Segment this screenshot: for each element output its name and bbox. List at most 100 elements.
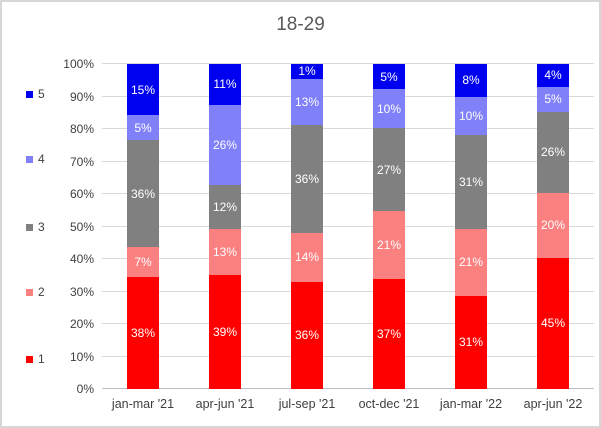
legend-item-4: 4 <box>26 151 45 167</box>
gridline <box>102 193 594 194</box>
y-tick-label: 80% <box>69 122 94 136</box>
bar-segment-series-1: 45% <box>537 257 569 389</box>
bar-segment-series-5: 11% <box>209 64 241 105</box>
data-label: 12% <box>212 199 238 214</box>
bar-segment-series-1: 39% <box>209 274 241 389</box>
data-label: 13% <box>212 244 238 259</box>
bar-segment-series-2: 21% <box>373 211 405 279</box>
data-label: 39% <box>212 324 238 339</box>
gridline <box>102 258 594 259</box>
data-label: 26% <box>212 137 238 152</box>
data-label: 36% <box>130 186 156 201</box>
data-label: 5% <box>544 92 562 107</box>
bar-segment-series-4: 10% <box>373 89 405 128</box>
data-label: 21% <box>376 238 402 253</box>
bar-segment-series-3: 36% <box>127 140 159 247</box>
bar-segment-series-2: 7% <box>127 246 159 278</box>
data-label: 8% <box>462 73 480 88</box>
data-label: 20% <box>540 218 566 233</box>
data-label: 36% <box>294 171 320 186</box>
data-label: 26% <box>540 145 566 160</box>
chart-title: 18-29 <box>276 14 325 35</box>
bar-segment-series-2: 13% <box>209 228 241 275</box>
legend-item-5: 5 <box>26 86 45 102</box>
bar-segment-series-2: 21% <box>455 228 487 296</box>
y-tick-label: 0% <box>76 382 94 396</box>
data-label: 1% <box>298 64 316 79</box>
legend-swatch-icon <box>26 90 33 98</box>
bar-segment-series-3: 31% <box>455 135 487 229</box>
data-label: 11% <box>213 77 237 92</box>
legend-item-1: 1 <box>26 351 45 367</box>
bar-segment-series-4: 26% <box>209 104 241 186</box>
x-tick-label: jul-sep '21 <box>278 397 336 411</box>
data-label: 13% <box>294 94 320 109</box>
stacked-bar: 15% 5% 36% 7% 38% <box>127 64 159 389</box>
data-label: 5% <box>134 120 152 135</box>
data-label: 14% <box>294 250 320 265</box>
legend-label: 5 <box>38 87 45 101</box>
legend-item-2: 2 <box>26 284 45 300</box>
bar-segment-series-5: 4% <box>537 64 569 87</box>
legend-swatch-icon <box>26 288 33 296</box>
stacked-bar: 4% 5% 26% 20% 45% <box>537 64 569 389</box>
bar-segment-series-4: 5% <box>537 86 569 112</box>
x-tick-label: oct-dec '21 <box>358 397 420 411</box>
stacked-bar: 11% 26% 12% 13% 39% <box>209 64 241 389</box>
stacked-bar: 5% 10% 27% 21% 37% <box>373 64 405 389</box>
bar-segment-series-5: 15% <box>127 64 159 116</box>
x-axis-line <box>102 388 594 389</box>
y-tick-label: 70% <box>69 154 94 169</box>
legend-label: 2 <box>38 285 45 299</box>
x-tick-label: apr-jun '21 <box>195 397 255 411</box>
bar-segment-series-3: 36% <box>291 125 323 233</box>
x-tick-label: jan-mar '22 <box>439 397 503 411</box>
bar-segment-series-5: 8% <box>455 64 487 97</box>
x-tick-label: apr-jun '22 <box>523 397 583 411</box>
bar-segment-series-3: 27% <box>373 127 405 212</box>
bar-segment-series-2: 20% <box>537 192 569 258</box>
gridline <box>102 355 594 357</box>
data-label: 15% <box>130 82 156 97</box>
gridline <box>102 290 594 292</box>
data-label: 37% <box>376 326 402 341</box>
y-tick-label: 30% <box>69 284 94 299</box>
gridline <box>102 63 594 64</box>
y-tick-label: 20% <box>69 317 94 331</box>
bar-segment-series-5: 1% <box>291 64 323 79</box>
data-label: 10% <box>376 101 402 116</box>
y-tick-label: 60% <box>69 187 94 201</box>
data-label: 31% <box>458 174 484 189</box>
y-tick-label: 10% <box>69 349 94 364</box>
bar-segment-series-1: 36% <box>291 281 323 390</box>
legend-swatch-icon <box>26 355 33 363</box>
data-label: 45% <box>540 316 566 331</box>
data-label: 10% <box>458 109 484 124</box>
gridline <box>102 323 594 324</box>
plot-area: 15% 5% 36% 7% 38% 11% 26% 12% 13% 39% 1% 13% 36% 14% 3… <box>102 63 594 390</box>
y-tick-label: 90% <box>69 89 94 104</box>
gridline <box>102 128 594 129</box>
bar-segment-series-4: 5% <box>127 115 159 141</box>
data-label: 36% <box>294 328 320 343</box>
legend-swatch-icon <box>26 223 33 231</box>
legend-label: 1 <box>38 352 45 366</box>
gridline <box>102 95 594 97</box>
legend-label: 3 <box>38 220 45 234</box>
bar-segment-series-1: 31% <box>455 295 487 389</box>
stacked-bar: 1% 13% 36% 14% 36% <box>291 64 323 390</box>
data-label: 5% <box>380 69 398 84</box>
data-label: 7% <box>134 255 152 270</box>
legend-item-3: 3 <box>26 219 45 235</box>
gridline <box>102 225 594 227</box>
legend-label: 4 <box>38 152 45 166</box>
bar-segment-series-3: 12% <box>209 185 241 229</box>
legend-swatch-icon <box>26 155 33 163</box>
data-label: 31% <box>458 335 484 350</box>
x-tick-label: jan-mar '21 <box>111 397 175 411</box>
y-tick-label: 40% <box>69 252 94 266</box>
y-tick-label: 100% <box>63 57 94 71</box>
gridline <box>102 160 594 162</box>
bar-segment-series-5: 5% <box>373 64 405 90</box>
bar-segment-series-1: 38% <box>127 277 159 389</box>
